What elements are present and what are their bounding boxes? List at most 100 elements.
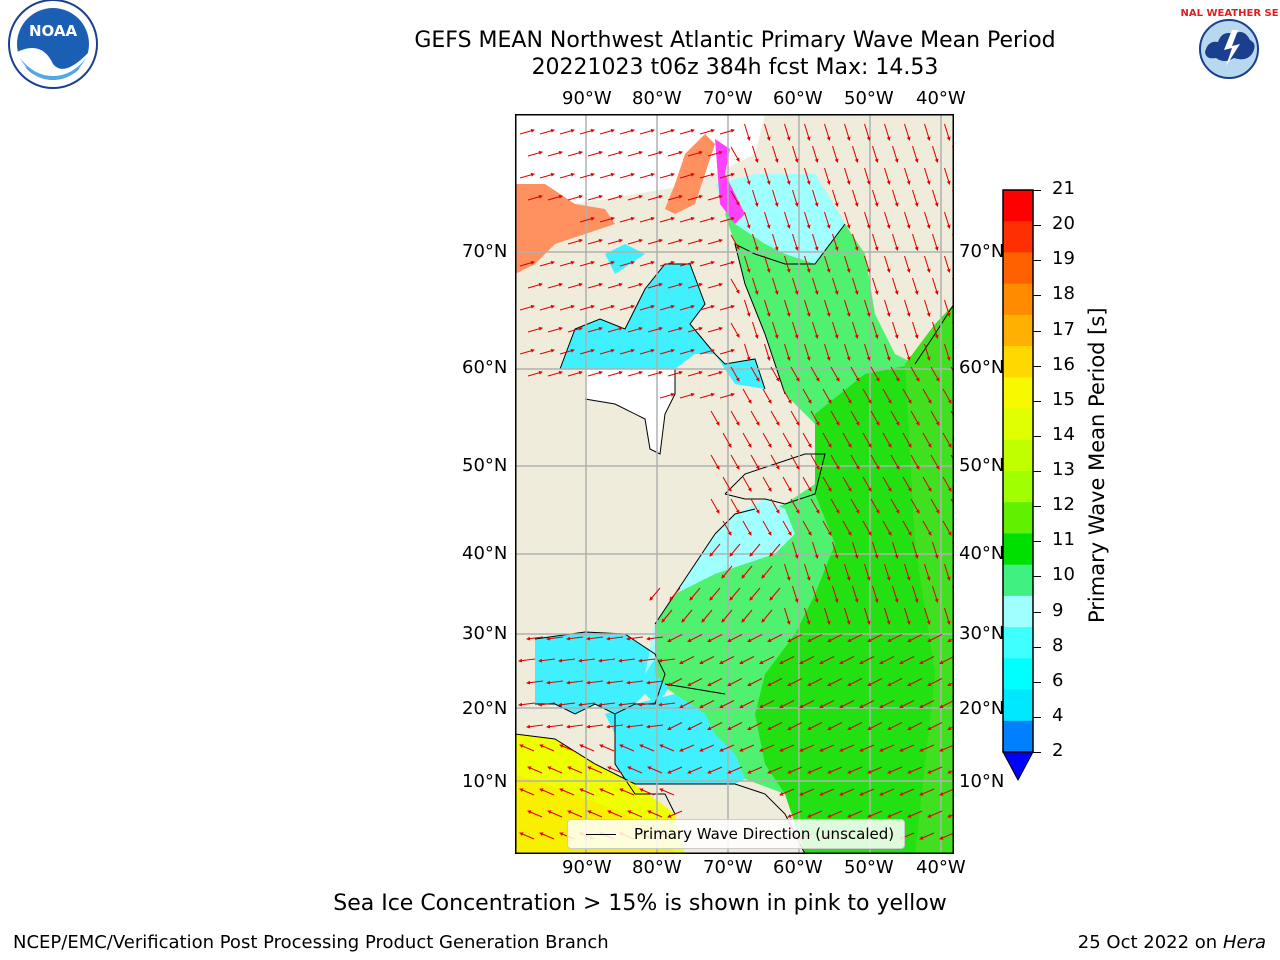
colorbar-label: Primary Wave Mean Period [s] (1085, 307, 1109, 623)
wave-direction-arrow (847, 766, 863, 774)
wave-direction-arrow (730, 322, 740, 338)
wave-direction-arrow (799, 700, 815, 708)
wave-direction-arrow (547, 282, 563, 289)
wave-direction-arrow (910, 498, 920, 514)
wave-direction-arrow (752, 321, 759, 339)
wave-direction-arrow (579, 304, 595, 311)
wave-direction-arrow (539, 348, 555, 355)
wave-direction-arrow (659, 788, 675, 796)
wave-direction-arrow (626, 680, 644, 685)
wave-direction-arrow (804, 343, 811, 361)
wave-direction-arrow (607, 326, 623, 333)
wave-direction-arrow (742, 432, 752, 448)
wave-direction-arrow (687, 722, 703, 730)
lat-label-left-1: 60°N (462, 357, 508, 378)
lat-label-right-6: 10°N (959, 771, 1005, 792)
wave-direction-arrow (687, 282, 703, 289)
wave-direction-arrow (804, 123, 811, 141)
wave-direction-arrow (852, 189, 859, 207)
map-legend: Primary Wave Direction (unscaled) (567, 819, 905, 849)
wave-direction-arrow (526, 636, 544, 641)
footer-host: Hera (1222, 932, 1266, 953)
wave-direction-arrow (904, 167, 911, 185)
wave-direction-arrow (852, 277, 859, 295)
wave-direction-arrow (679, 348, 695, 355)
lon-label-top-2: 70°W (703, 88, 753, 109)
lat-label-left-0: 70°N (462, 241, 508, 262)
wave-direction-arrow (719, 392, 735, 399)
wave-direction-arrow (747, 766, 763, 774)
wave-direction-arrow (739, 744, 755, 752)
wave-direction-arrow (519, 348, 535, 355)
wave-direction-arrow (904, 299, 911, 317)
wave-direction-arrow (899, 656, 915, 664)
wave-direction-arrow (730, 234, 740, 250)
wave-direction-arrow (784, 563, 791, 581)
svg-text:NATIONAL WEATHER SERVICE: NATIONAL WEATHER SERVICE (1180, 8, 1278, 19)
wave-direction-arrow (730, 190, 740, 206)
wave-direction-arrow (884, 123, 891, 141)
wave-direction-arrow (872, 585, 879, 603)
wave-direction-arrow (922, 476, 932, 492)
lat-label-left-5: 20°N (462, 698, 508, 719)
wave-direction-arrow (912, 277, 919, 295)
wave-direction-arrow (832, 321, 839, 339)
wave-direction-arrow (567, 150, 583, 157)
wave-direction-arrow (749, 543, 761, 557)
wave-direction-arrow (807, 678, 823, 686)
wave-direction-arrow (939, 700, 954, 708)
wave-direction-arrow (830, 498, 840, 514)
wave-direction-arrow (667, 282, 683, 289)
wave-direction-arrow (579, 788, 595, 796)
wave-direction-arrow (772, 189, 779, 207)
colorbar-segment (1003, 595, 1033, 628)
wave-direction-arrow (792, 541, 799, 559)
wave-direction-arrow (558, 702, 576, 707)
colorbar-tick-mark (1033, 435, 1041, 437)
wave-direction-arrow (527, 370, 543, 377)
wave-direction-arrow (638, 702, 656, 707)
wave-direction-arrow (924, 563, 931, 581)
wave-direction-arrow (902, 432, 912, 448)
wave-direction-arrow (787, 766, 803, 774)
wave-direction-arrow (587, 766, 603, 774)
colorbar-segment (1003, 627, 1033, 659)
wave-direction-arrow (719, 348, 735, 355)
wave-direction-arrow (707, 766, 723, 774)
wave-direction-arrow (707, 150, 723, 157)
wave-direction-arrow (558, 658, 576, 663)
wave-direction-arrow (884, 607, 891, 625)
wave-direction-arrow (847, 810, 863, 818)
wave-direction-arrow (872, 233, 879, 251)
wave-direction-arrow (922, 520, 932, 536)
wave-direction-arrow (619, 216, 635, 223)
wave-direction-arrow (567, 326, 583, 333)
wave-direction-arrow (770, 410, 780, 426)
wave-direction-arrow (839, 744, 855, 752)
wave-direction-arrow (699, 128, 715, 135)
wave-direction-arrow (647, 370, 663, 377)
wave-direction-arrow (772, 145, 779, 163)
colorbar-segment (1003, 439, 1033, 472)
wave-direction-arrow (887, 810, 903, 818)
colorbar-tick-mark (1033, 295, 1041, 297)
wave-direction-arrow (519, 744, 535, 752)
wave-direction-arrow (939, 744, 954, 752)
wave-direction-arrow (844, 563, 851, 581)
wave-direction-arrow (627, 194, 643, 201)
wave-direction-arrow (752, 233, 759, 251)
wave-direction-arrow (892, 145, 899, 163)
wave-direction-arrow (882, 476, 892, 492)
wave-direction-arrow (607, 150, 623, 157)
wave-direction-arrow (578, 702, 596, 707)
wave-direction-arrow (587, 282, 603, 289)
wave-direction-arrow (799, 788, 815, 796)
wave-direction-arrow (699, 656, 715, 664)
wave-direction-arrow (924, 211, 931, 229)
wave-direction-arrow (927, 678, 943, 686)
wave-direction-arrow (944, 211, 951, 229)
wave-direction-arrow (810, 498, 820, 514)
wave-direction-arrow (892, 189, 899, 207)
wave-direction-arrow (559, 788, 575, 796)
wave-direction-arrow (547, 766, 563, 774)
